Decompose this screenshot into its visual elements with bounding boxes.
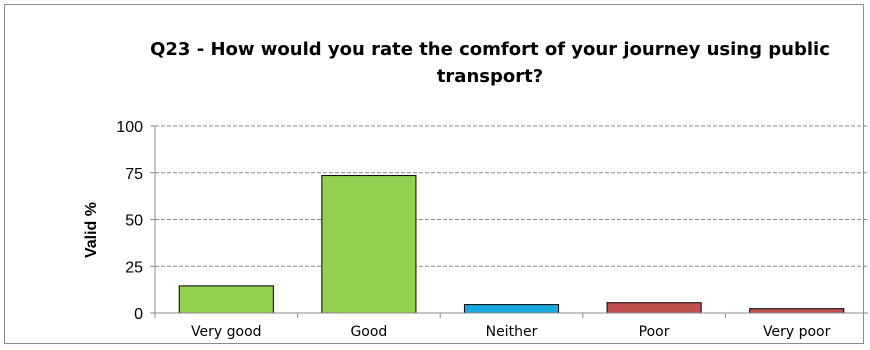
- axes: [150, 125, 868, 318]
- y-tick-label: 100: [116, 119, 143, 136]
- y-tick-label: 75: [125, 166, 143, 183]
- gridlines: [155, 125, 868, 267]
- y-tick-label: 25: [125, 259, 143, 276]
- bar-good: [321, 175, 417, 314]
- y-tick-label: 50: [125, 213, 143, 230]
- bar-poor: [606, 302, 702, 314]
- x-tick-label: Very poor: [763, 324, 831, 340]
- bars: [178, 175, 845, 314]
- x-tick-labels: Very good Good Neither Poor Very poor: [191, 324, 831, 340]
- bar-very-poor: [749, 308, 845, 314]
- y-tick-labels: 0 25 50 75 100: [116, 119, 143, 323]
- chart-frame: [4, 4, 864, 344]
- x-tick-label: Neither: [486, 324, 538, 340]
- y-tick-label: 0: [134, 306, 143, 323]
- y-axis-title: Valid %: [83, 202, 100, 258]
- bar-neither: [463, 304, 560, 314]
- x-tick-label: Poor: [639, 324, 670, 340]
- x-tick-label: Very good: [191, 324, 262, 340]
- bar-very-good: [178, 285, 274, 314]
- x-tick-label: Good: [350, 324, 387, 340]
- chart-title: Q23 - How would you rate the comfort of …: [150, 39, 830, 87]
